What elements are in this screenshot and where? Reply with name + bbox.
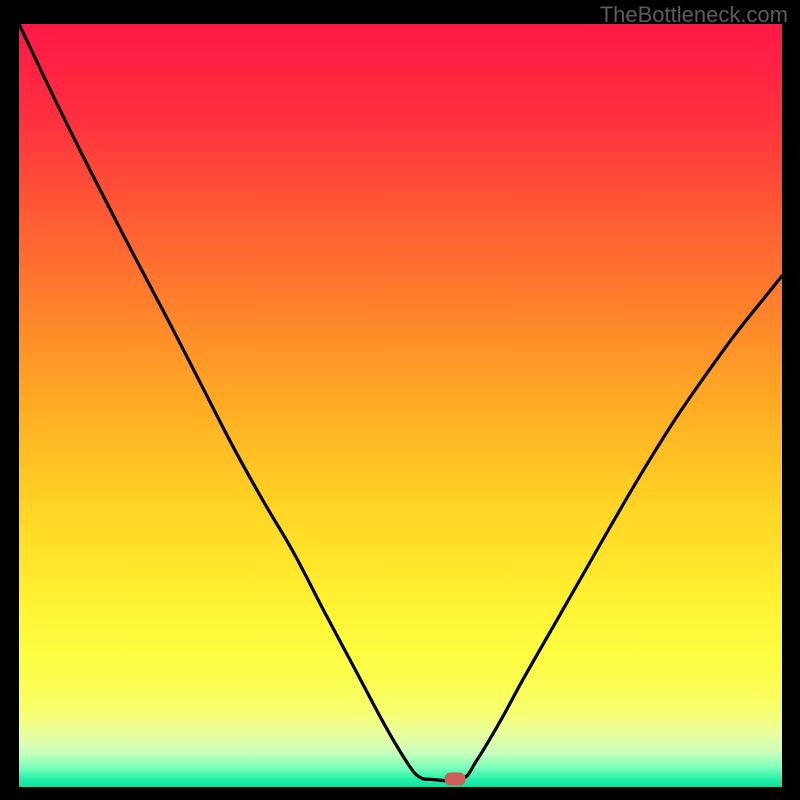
bottleneck-curve [19,24,782,787]
watermark-text: TheBottleneck.com [600,2,788,28]
chart-container: TheBottleneck.com [0,0,800,800]
optimal-point-marker [445,773,466,786]
curve-path [19,24,782,781]
plot-area [19,24,782,787]
